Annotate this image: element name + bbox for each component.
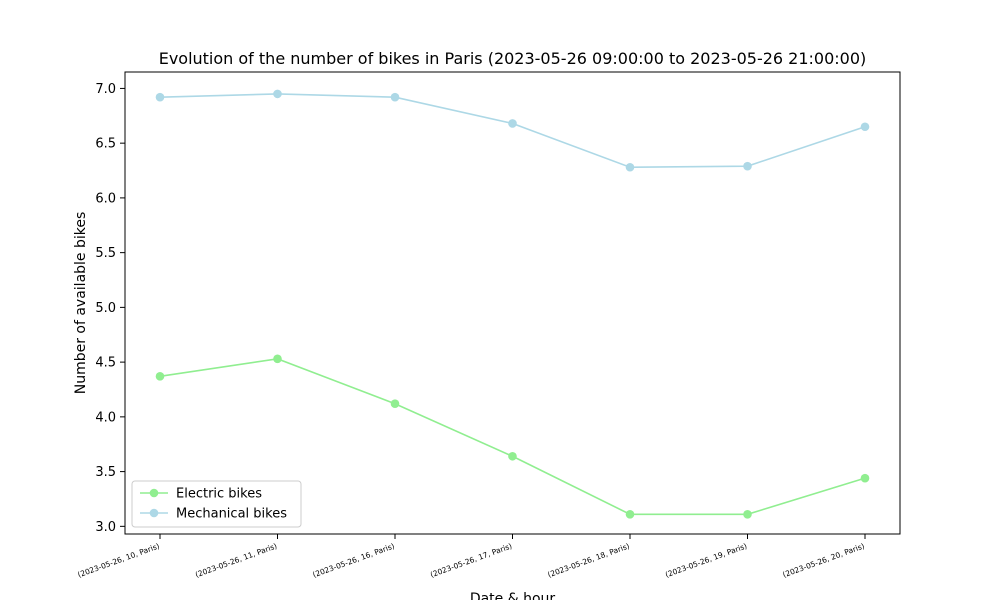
legend-label: Mechanical bikes [176, 507, 287, 522]
data-point [390, 399, 400, 409]
y-tick-label: 5.0 [95, 301, 116, 316]
x-tick-label: (2023-05-26, 18, Paris) [546, 541, 630, 579]
data-point [508, 119, 517, 128]
legend-swatch-marker [149, 508, 159, 518]
y-tick-label: 4.5 [95, 356, 116, 371]
y-tick-label: 6.0 [95, 191, 116, 206]
x-tick-label: (2023-05-26, 10, Paris) [76, 541, 160, 579]
data-point [860, 122, 870, 132]
data-point [508, 451, 517, 461]
series-1 [155, 89, 870, 172]
data-point [273, 89, 282, 99]
legend-swatch-marker [149, 488, 159, 498]
series-line [159, 93, 866, 169]
legend-box [131, 480, 302, 528]
data-point [155, 372, 165, 381]
y-tick-label: 5.5 [95, 246, 116, 261]
legend-label: Electric bikes [176, 487, 262, 502]
y-axis-label: Number of available bikes [73, 212, 89, 395]
data-point [743, 509, 752, 519]
data-point [625, 509, 635, 519]
y-tick-label: 3.0 [95, 520, 116, 535]
y-tick-label: 6.5 [95, 137, 116, 152]
x-tick-label: (2023-05-26, 11, Paris) [194, 541, 278, 579]
y-tick-label: 4.0 [95, 410, 116, 425]
x-tick-label: (2023-05-26, 20, Paris) [781, 541, 865, 579]
x-tick-label: (2023-05-26, 16, Paris) [311, 541, 395, 579]
series-0 [155, 354, 870, 519]
chart-title: Evolution of the number of bikes in Pari… [159, 49, 867, 68]
data-point [743, 161, 752, 171]
legend: Electric bikes Mechanical bikes [131, 480, 302, 528]
y-tick-label: 7.0 [95, 82, 116, 97]
x-tick-label: (2023-05-26, 19, Paris) [664, 541, 748, 579]
data-point [155, 92, 165, 102]
y-axis: 3.0 3.5 4.0 4.5 5.0 5.5 6.0 6.5 7.0 [95, 82, 125, 535]
data-point [860, 473, 870, 483]
x-tick-label: (2023-05-26, 17, Paris) [429, 541, 513, 579]
data-point [390, 92, 400, 102]
x-axis-label: Date & hour [470, 591, 556, 600]
data-point [273, 354, 282, 364]
y-tick-label: 3.5 [95, 465, 116, 480]
x-axis: (2023-05-26, 10, Paris) (2023-05-26, 11, … [76, 534, 866, 579]
data-point [625, 162, 635, 172]
series-layer [155, 89, 870, 519]
plot-area [124, 71, 901, 535]
